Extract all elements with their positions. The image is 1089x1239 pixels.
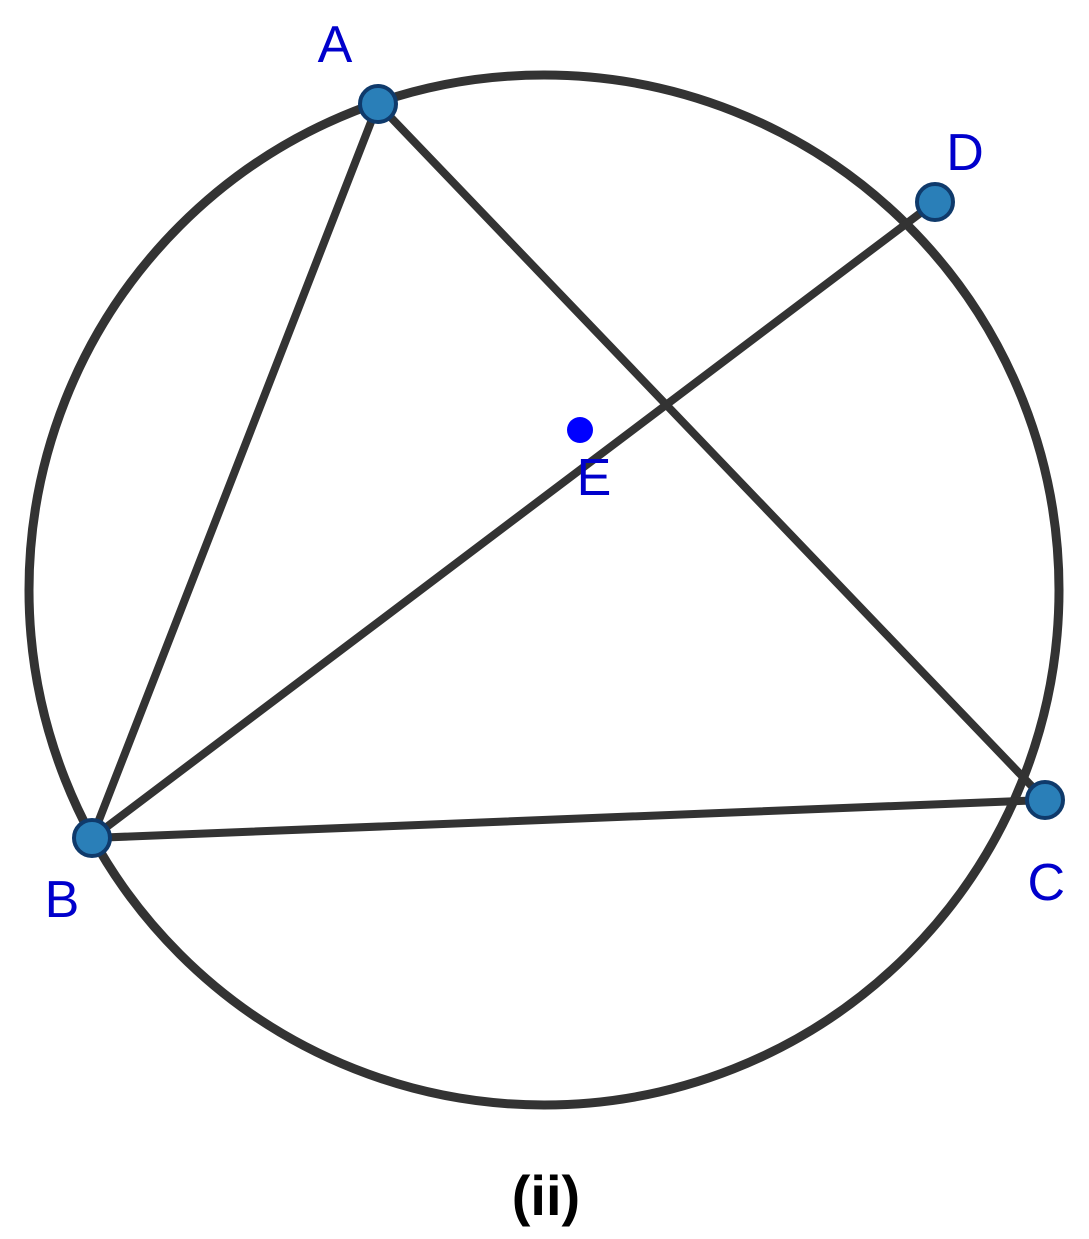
label-A: A bbox=[318, 16, 353, 74]
label-E: E bbox=[577, 449, 612, 507]
point-A bbox=[360, 86, 396, 122]
point-E bbox=[567, 417, 593, 443]
point-D bbox=[917, 184, 953, 220]
geometry-diagram: A B C D E (ii) bbox=[0, 0, 1089, 1239]
segment-BC bbox=[92, 800, 1045, 838]
point-C bbox=[1027, 782, 1063, 818]
label-B: B bbox=[45, 871, 80, 929]
label-D: D bbox=[946, 124, 984, 182]
label-C: C bbox=[1027, 854, 1065, 912]
caption: (ii) bbox=[512, 1164, 580, 1227]
point-B bbox=[74, 820, 110, 856]
